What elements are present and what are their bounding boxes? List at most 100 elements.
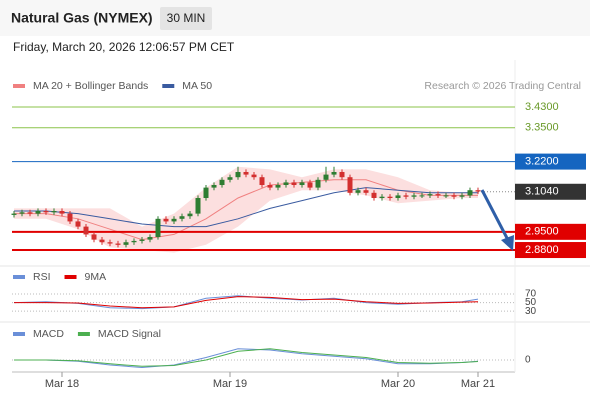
- candle-body: [419, 195, 425, 197]
- x-tick-label: Mar 18: [45, 378, 79, 390]
- candle-body: [283, 182, 289, 186]
- candle-body: [123, 242, 129, 245]
- forecast-arrowhead: [501, 235, 514, 251]
- candle-body: [243, 171, 249, 175]
- y-tick-label: 50: [525, 297, 537, 308]
- legend-label: 9MA: [85, 271, 107, 283]
- candle-body: [323, 174, 329, 180]
- candle-body: [291, 182, 297, 186]
- candle-body: [339, 171, 345, 178]
- candle-body: [251, 174, 257, 178]
- candle-body: [163, 218, 169, 222]
- legend-swatch: [13, 84, 25, 88]
- candle-body: [171, 218, 177, 222]
- candle-body: [387, 196, 393, 199]
- price-level-label: 3.4300: [525, 101, 559, 113]
- candle-body: [155, 218, 161, 238]
- price-level-label: 2.9500: [525, 226, 559, 238]
- current-price-label: 3.1040: [525, 186, 559, 198]
- timestamp: Friday, March 20, 2026 12:06:57 PM CET: [13, 40, 235, 54]
- plot-layer: MA 20 + Bollinger Bands MA 50 3.4300 3.3500…: [11, 80, 586, 390]
- candle-body: [35, 211, 41, 214]
- candle-body: [67, 213, 73, 222]
- interval-badge[interactable]: [160, 7, 212, 30]
- candle-body: [51, 211, 57, 213]
- indicator-line: [14, 348, 479, 369]
- candle-body: [355, 190, 361, 193]
- candle-body: [275, 185, 281, 188]
- candle-body: [459, 195, 465, 197]
- candle-body: [219, 179, 225, 186]
- price-level-box: [515, 223, 586, 240]
- candle-body: [27, 212, 33, 214]
- candle-body: [131, 240, 137, 243]
- candle-body: [147, 237, 153, 240]
- candle-body: [139, 239, 145, 241]
- credit: Research © 2026 Trading Central: [424, 80, 581, 92]
- legend-label: MACD: [33, 328, 64, 340]
- candle-body: [227, 177, 233, 180]
- candle-body: [307, 182, 313, 188]
- candle-body: [371, 192, 377, 199]
- candle-body: [331, 171, 337, 175]
- x-tick-label: Mar 21: [461, 378, 495, 390]
- candle-body: [395, 195, 401, 199]
- candle-body: [83, 226, 89, 235]
- legend-swatch: [77, 332, 90, 336]
- x-tick-label: Mar 20: [381, 378, 415, 390]
- legend-swatch: [64, 275, 77, 279]
- candle-body: [467, 190, 473, 196]
- y-tick-label: 0: [525, 355, 531, 366]
- instrument-title: Natural Gas (NYMEX): [11, 10, 153, 26]
- candle-body: [267, 185, 273, 188]
- indicator-line: [14, 296, 479, 309]
- candle-body: [75, 221, 81, 227]
- candle-body: [203, 187, 209, 199]
- price-level-box: [515, 153, 586, 170]
- candle-body: [451, 195, 457, 197]
- moving-average: [14, 179, 478, 241]
- legend-swatch: [13, 275, 25, 279]
- legend-label: MACD Signal: [98, 328, 161, 340]
- candle-body: [179, 216, 185, 219]
- candle-body: [115, 243, 121, 245]
- forecast-arrow: [480, 189, 510, 241]
- legend-swatch: [13, 332, 25, 336]
- current-price-box: [515, 183, 586, 200]
- y-tick-label: 30: [525, 306, 537, 317]
- price-level-label: 2.8800: [525, 244, 559, 256]
- candle-body: [259, 177, 265, 186]
- price-level-label: 3.2200: [525, 155, 559, 167]
- x-tick-label: Mar 19: [213, 378, 247, 390]
- candle-body: [235, 171, 241, 178]
- candle-body: [347, 177, 353, 193]
- legend-label: MA 50: [182, 80, 212, 92]
- candle-body: [43, 211, 49, 213]
- candle-body: [107, 242, 113, 244]
- candle-body: [11, 213, 17, 215]
- candle-body: [363, 190, 369, 193]
- candle-body: [315, 179, 321, 188]
- candle-body: [443, 195, 449, 197]
- legend-label: MA 20 + Bollinger Bands: [33, 80, 148, 92]
- interval-label[interactable]: 30 MIN: [167, 11, 206, 25]
- header-bar: [0, 0, 590, 36]
- candle-body: [99, 239, 105, 243]
- candle-body: [91, 234, 97, 240]
- candle-body: [19, 212, 25, 214]
- candle-body: [475, 190, 481, 192]
- moving-average: [14, 187, 478, 228]
- candle-body: [427, 194, 433, 196]
- candle-body: [435, 194, 441, 196]
- candle-body: [187, 213, 193, 217]
- y-tick-label: 70: [525, 289, 537, 300]
- price-level-label: 3.3500: [525, 122, 559, 134]
- candle-body: [299, 182, 305, 186]
- indicator-line: [14, 348, 479, 367]
- candle-body: [379, 196, 385, 199]
- candle-body: [403, 195, 409, 197]
- candle-body: [59, 211, 65, 214]
- candle-body: [411, 195, 417, 197]
